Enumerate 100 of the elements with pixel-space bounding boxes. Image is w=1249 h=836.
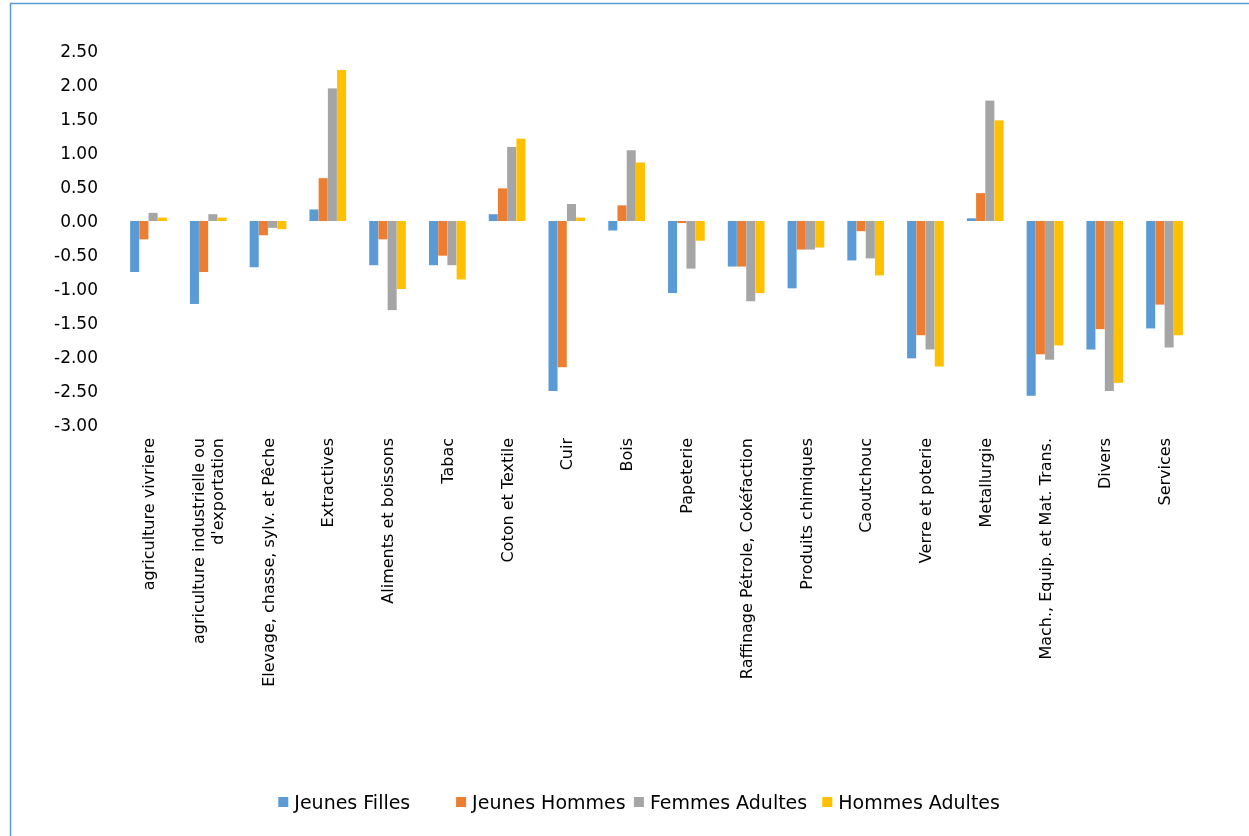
- bar: [277, 221, 287, 230]
- x-tick-label: Papeterie: [676, 438, 696, 514]
- x-tick-label: Cuir: [557, 437, 577, 471]
- x-tick-label: Extractives: [318, 438, 338, 528]
- x-tick-label: agriculture vivriere: [139, 438, 159, 591]
- bar: [249, 221, 259, 268]
- bar: [516, 138, 526, 221]
- bar: [1114, 221, 1124, 383]
- y-tick-label: 2.50: [60, 40, 98, 61]
- x-tick-label: Tabac: [437, 438, 457, 485]
- x-tick-label: Elevage, chasse, sylv. et Pêche: [258, 438, 278, 687]
- y-tick-label: 1.50: [60, 108, 98, 129]
- bar: [1155, 221, 1165, 305]
- bar: [396, 221, 406, 289]
- bar: [1035, 221, 1045, 355]
- bar: [507, 146, 517, 221]
- bar: [916, 221, 926, 336]
- bar: [985, 100, 995, 221]
- bar: [847, 221, 857, 261]
- bar: [148, 212, 158, 221]
- bar: [668, 221, 678, 294]
- bar: [1045, 221, 1055, 360]
- bar: [566, 204, 576, 221]
- bar: [608, 221, 618, 231]
- bar: [1054, 221, 1064, 346]
- x-tick-label: Aliments et boissons: [378, 438, 398, 604]
- bar: [966, 218, 976, 221]
- bar: [626, 150, 636, 221]
- x-tick-label: Mach., Equip. et Mat. Trans.: [1035, 438, 1055, 660]
- y-tick-label: -1.50: [54, 312, 98, 333]
- y-tick-label: 0.00: [60, 210, 98, 231]
- bar: [378, 221, 388, 240]
- bar: [447, 221, 457, 266]
- x-tick-label: Metallurgie: [975, 438, 995, 528]
- bar: [189, 221, 199, 304]
- bar: [387, 221, 397, 311]
- bar: [199, 221, 209, 272]
- legend-label: Jeunes Hommes: [471, 790, 626, 813]
- x-tick-label: Bois: [617, 438, 637, 472]
- bar: [369, 221, 379, 266]
- bar: [976, 193, 986, 221]
- bar: [925, 221, 935, 350]
- bar: [907, 221, 917, 359]
- bar: [428, 221, 439, 266]
- bar: [548, 221, 558, 391]
- bar: [737, 221, 747, 267]
- legend-label: Femmes Adultes: [649, 790, 808, 813]
- y-tick-label: -2.00: [54, 346, 98, 367]
- x-tick-label: Raffinage Pétrole, Cokéfaction: [736, 438, 756, 680]
- y-tick-label: -1.00: [54, 278, 98, 299]
- bar: [557, 221, 567, 368]
- bar: [327, 88, 337, 221]
- y-tick-label: -0.50: [54, 244, 98, 265]
- legend-label: Hommes Adultes: [838, 790, 1000, 813]
- bar: [755, 221, 765, 294]
- bar: [268, 221, 278, 228]
- x-tick-label: Services: [1155, 438, 1175, 506]
- y-tick-label: 1.00: [60, 142, 98, 163]
- bar: [337, 70, 347, 221]
- bar: [456, 221, 466, 280]
- bar: [208, 214, 218, 221]
- bar: [856, 221, 866, 232]
- bar: [635, 162, 645, 221]
- bar: [1104, 221, 1114, 391]
- bar: [934, 221, 944, 367]
- bar: [806, 221, 816, 250]
- bar: [438, 221, 448, 256]
- bar: [497, 188, 507, 221]
- bar: [130, 221, 140, 272]
- x-tick-label: Produits chimiques: [796, 438, 816, 590]
- y-tick-label: 2.00: [60, 74, 98, 95]
- bar: [796, 221, 806, 250]
- x-tick-label: Coton et Textile: [497, 438, 517, 563]
- bar: [865, 221, 875, 259]
- bar: [309, 209, 319, 221]
- x-tick-label: Divers: [1095, 438, 1115, 489]
- y-tick-label: -3.00: [54, 414, 98, 435]
- bar: [1164, 221, 1174, 348]
- bar: [787, 221, 797, 289]
- bar: [258, 221, 268, 236]
- y-tick-label: 0.50: [60, 176, 98, 197]
- bar: [1146, 221, 1156, 329]
- bar: [1086, 221, 1096, 350]
- bar: [994, 120, 1004, 221]
- bar: [617, 205, 627, 221]
- legend-label: Jeunes Filles: [293, 790, 411, 813]
- bar: [677, 221, 687, 224]
- bar: [139, 221, 149, 240]
- bar: [815, 221, 825, 248]
- bar: [874, 221, 885, 276]
- y-tick-label: -2.50: [54, 380, 98, 401]
- bar: [1095, 221, 1105, 330]
- bar: [686, 221, 696, 269]
- bar: [727, 221, 737, 267]
- bar: [1173, 221, 1183, 336]
- bar: [488, 214, 498, 221]
- x-tick-label: Caoutchouc: [856, 438, 876, 533]
- x-tick-label: Verre et poterie: [916, 438, 936, 564]
- bar: [695, 221, 705, 241]
- bar: [746, 221, 756, 302]
